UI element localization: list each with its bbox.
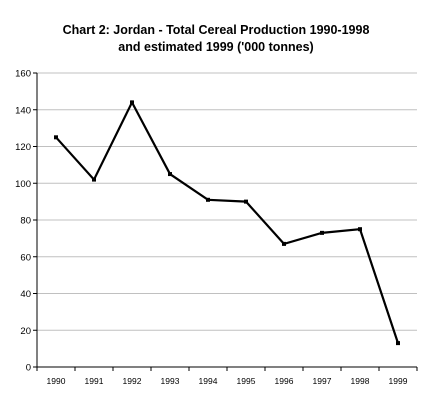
x-tick-label-1992: 1992 (123, 376, 142, 386)
x-tick-label-1996: 1996 (275, 376, 294, 386)
data-point-1999 (396, 341, 400, 346)
x-tick-label-1999: 1999 (389, 376, 408, 386)
data-point-1995 (244, 199, 248, 204)
chart-title-line-2: and estimated 1999 ('000 tonnes) (118, 40, 314, 54)
series-line-0 (55, 99, 400, 344)
series-layer (54, 99, 400, 346)
y-tick-label-100: 100 (15, 179, 31, 190)
x-tick-label-1994: 1994 (199, 376, 218, 386)
data-point-1992 (130, 100, 134, 105)
data-point-1990 (54, 135, 58, 140)
data-point-1994 (206, 197, 210, 202)
chart-title: Chart 2: Jordan - Total Cereal Productio… (0, 22, 432, 56)
y-tick-label-0: 0 (26, 363, 31, 374)
y-tick-label-140: 140 (15, 105, 31, 116)
y-tick-label-40: 40 (20, 289, 31, 300)
y-tick-label-80: 80 (20, 216, 31, 227)
data-point-1996 (282, 241, 286, 246)
x-tick-label-1998: 1998 (351, 376, 370, 386)
x-tick-label-1995: 1995 (237, 376, 256, 386)
y-axis-ticks: 0 20 40 60 80 100 120 140 160 (15, 69, 37, 374)
x-tick-label-1991: 1991 (85, 376, 104, 386)
x-tick-label-1993: 1993 (161, 376, 180, 386)
y-tick-label-60: 60 (20, 252, 31, 263)
chart-title-line-1: Chart 2: Jordan - Total Cereal Productio… (62, 23, 370, 37)
data-point-1993 (168, 172, 172, 177)
data-point-1997 (320, 230, 324, 235)
y-tick-label-20: 20 (20, 326, 31, 337)
x-tick-label-1997: 1997 (313, 376, 332, 386)
y-tick-label-160: 160 (15, 69, 31, 80)
data-point-1998 (358, 227, 362, 232)
x-tick-label-1990: 1990 (47, 376, 66, 386)
gridlines (37, 72, 417, 331)
data-point-1991 (92, 177, 96, 182)
y-tick-label-120: 120 (15, 142, 31, 153)
x-axis-ticks: 1990 1991 1992 1993 1994 1995 1996 1997 1998 1999 (36, 367, 418, 386)
